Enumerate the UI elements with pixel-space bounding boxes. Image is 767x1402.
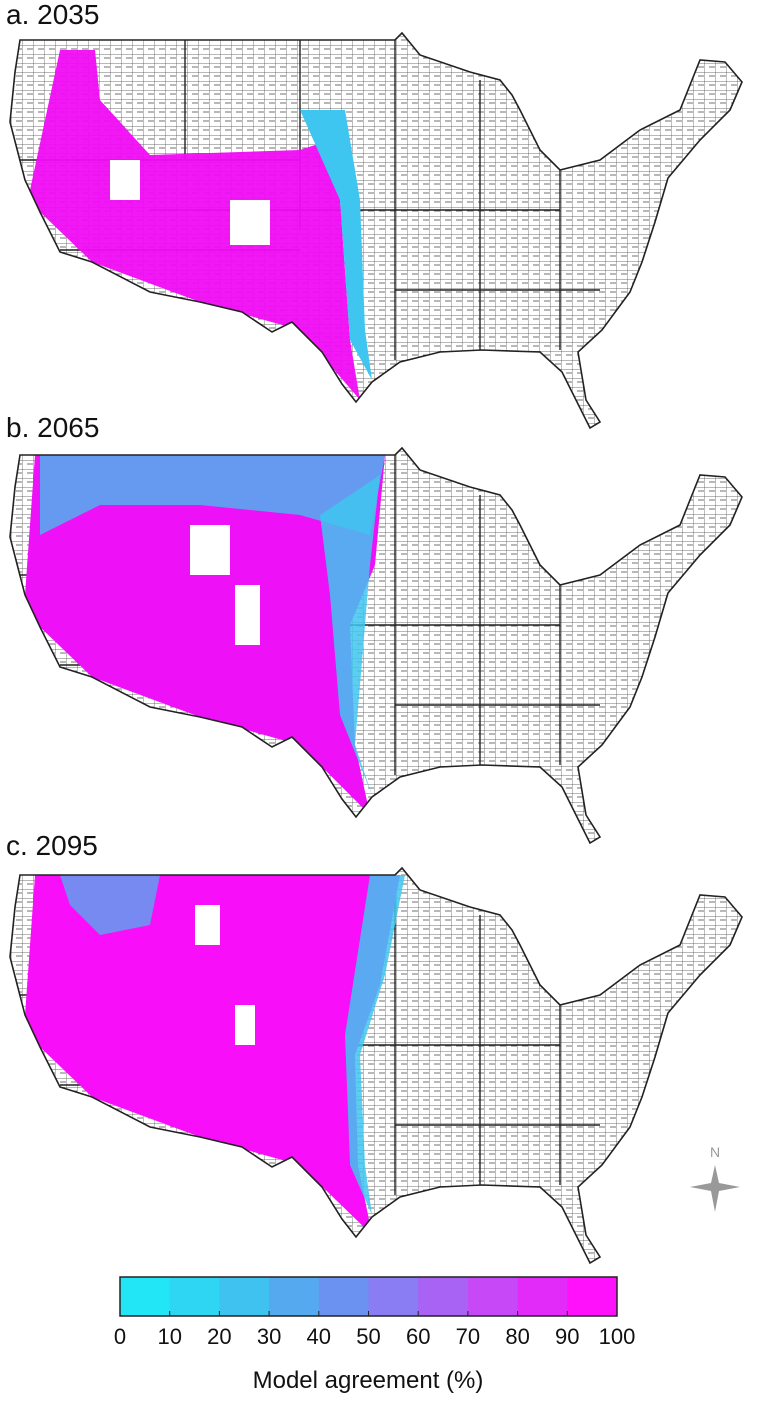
compass: N (690, 1144, 740, 1212)
colorbar: 0 10 20 30 40 50 60 70 80 90 100 (114, 1276, 636, 1349)
panel-title: c. 2095 (6, 830, 98, 861)
colorbar-step (120, 1277, 171, 1316)
panel-a: a. 2035 (0, 0, 767, 440)
colorbar-step (517, 1277, 568, 1316)
colorbar-step (467, 1277, 519, 1316)
colorbar-tick-label: 80 (505, 1324, 529, 1349)
colorbar-tick-label: 40 (307, 1324, 331, 1349)
colorbar-step (269, 1277, 320, 1316)
colorbar-tick-label: 20 (207, 1324, 231, 1349)
panel-title: a. 2035 (6, 0, 99, 30)
colorbar-step (219, 1277, 270, 1316)
colorbar-step (368, 1277, 419, 1316)
colorbar-tick-label: 50 (356, 1324, 380, 1349)
colorbar-tick-label: 90 (555, 1324, 579, 1349)
colorbar-label: Model agreement (%) (253, 1367, 484, 1394)
colorbar-tick-label: 100 (599, 1324, 636, 1349)
colorbar-step (567, 1277, 618, 1316)
panel-b: b. 2065 (0, 412, 767, 855)
panel-title: b. 2065 (6, 412, 99, 443)
colorbar-step (318, 1277, 369, 1316)
compass-label: N (710, 1144, 720, 1160)
colorbar-tick-label: 0 (114, 1324, 126, 1349)
panel-c: c. 2095 (0, 830, 767, 1275)
colorbar-tick-label: 60 (406, 1324, 430, 1349)
colorbar-step (418, 1277, 469, 1316)
colorbar-step (169, 1277, 220, 1316)
colorbar-tick-label: 10 (157, 1324, 181, 1349)
colorbar-tick-label: 70 (456, 1324, 480, 1349)
colorbar-tick-label: 30 (257, 1324, 281, 1349)
